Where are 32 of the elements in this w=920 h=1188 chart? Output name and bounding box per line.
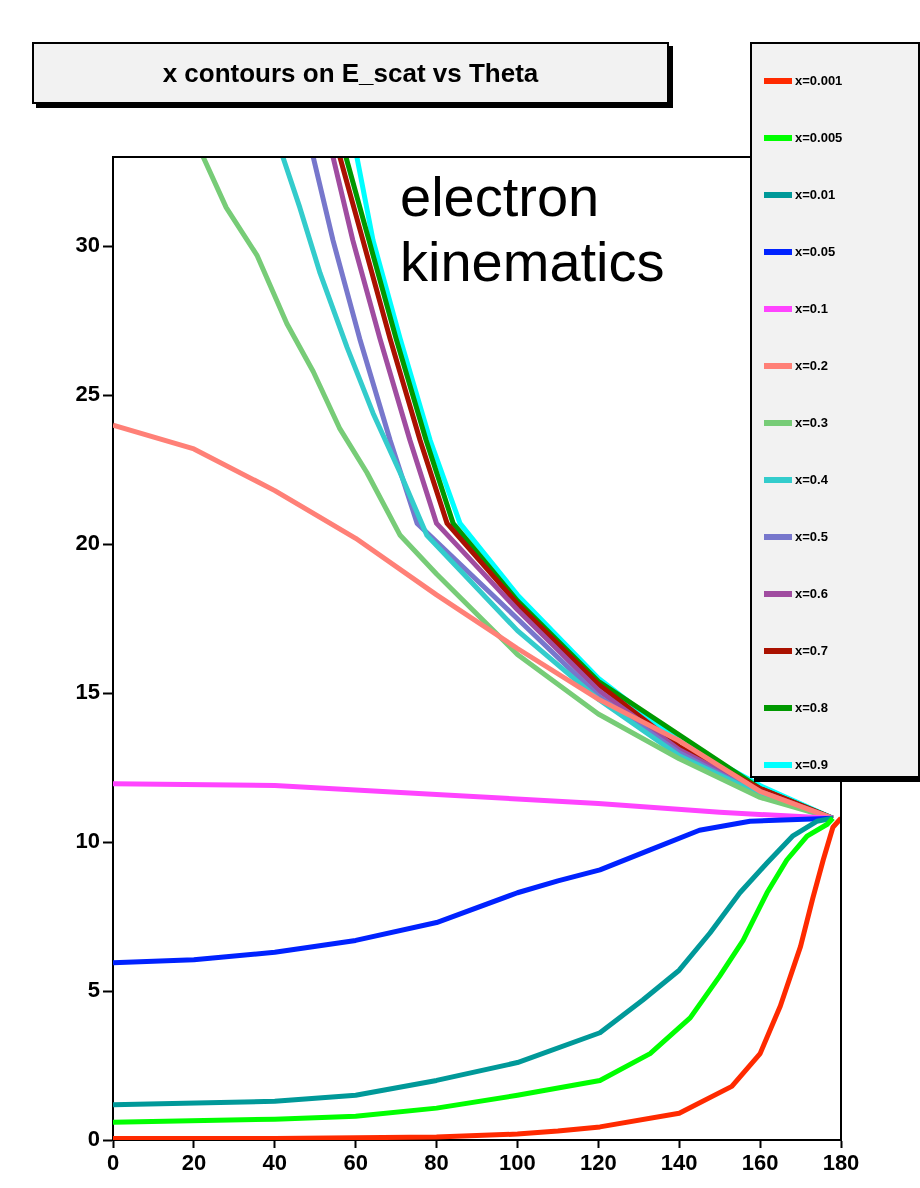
y-tick-label: 30 <box>75 232 100 258</box>
legend-label: x=0.005 <box>795 130 843 145</box>
y-tick-label: 10 <box>75 828 100 854</box>
legend-label: x=0.7 <box>795 643 828 658</box>
x-tick-label: 180 <box>822 1150 860 1176</box>
legend-label: x=0.3 <box>795 415 828 430</box>
x-tick-label: 40 <box>262 1150 288 1176</box>
x-tick-label: 100 <box>499 1150 536 1176</box>
legend-label: x=0.2 <box>795 358 828 373</box>
y-tick-label: 15 <box>75 679 100 705</box>
x-tick-label: 80 <box>424 1150 449 1176</box>
legend-label: x=0.05 <box>795 244 836 259</box>
x-tick-label: 120 <box>579 1150 617 1176</box>
legend-label: x=0.1 <box>795 301 828 316</box>
y-tick-label: 5 <box>87 977 100 1003</box>
legend-label: x=0.5 <box>795 529 828 544</box>
y-tick-label: 0 <box>87 1126 100 1152</box>
y-tick-label: 25 <box>75 381 100 407</box>
legend-label: x=0.6 <box>795 586 828 601</box>
x-tick-label: 140 <box>660 1150 698 1176</box>
legend-label: x=0.9 <box>795 757 828 772</box>
y-tick-label: 20 <box>75 530 100 556</box>
x-tick-label: 160 <box>741 1150 779 1176</box>
legend-label: x=0.001 <box>795 73 843 88</box>
chart-title: x contours on E_scat vs Theta <box>32 42 669 104</box>
x-tick-label: 60 <box>343 1150 368 1176</box>
annotation: electron kinematics <box>400 165 665 295</box>
x-tick-label: 0 <box>106 1150 120 1176</box>
legend-label: x=0.8 <box>795 700 828 715</box>
legend-label: x=0.4 <box>795 472 828 487</box>
x-tick-label: 20 <box>181 1150 207 1176</box>
legend-label: x=0.01 <box>795 187 836 202</box>
